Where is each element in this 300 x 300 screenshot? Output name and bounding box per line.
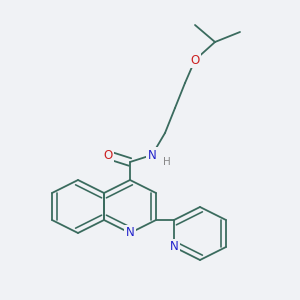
Text: N: N [169,241,178,254]
Text: O: O [190,53,200,67]
Text: N: N [148,148,156,161]
Text: H: H [163,157,171,167]
Text: O: O [103,148,112,161]
Text: N: N [126,226,134,239]
